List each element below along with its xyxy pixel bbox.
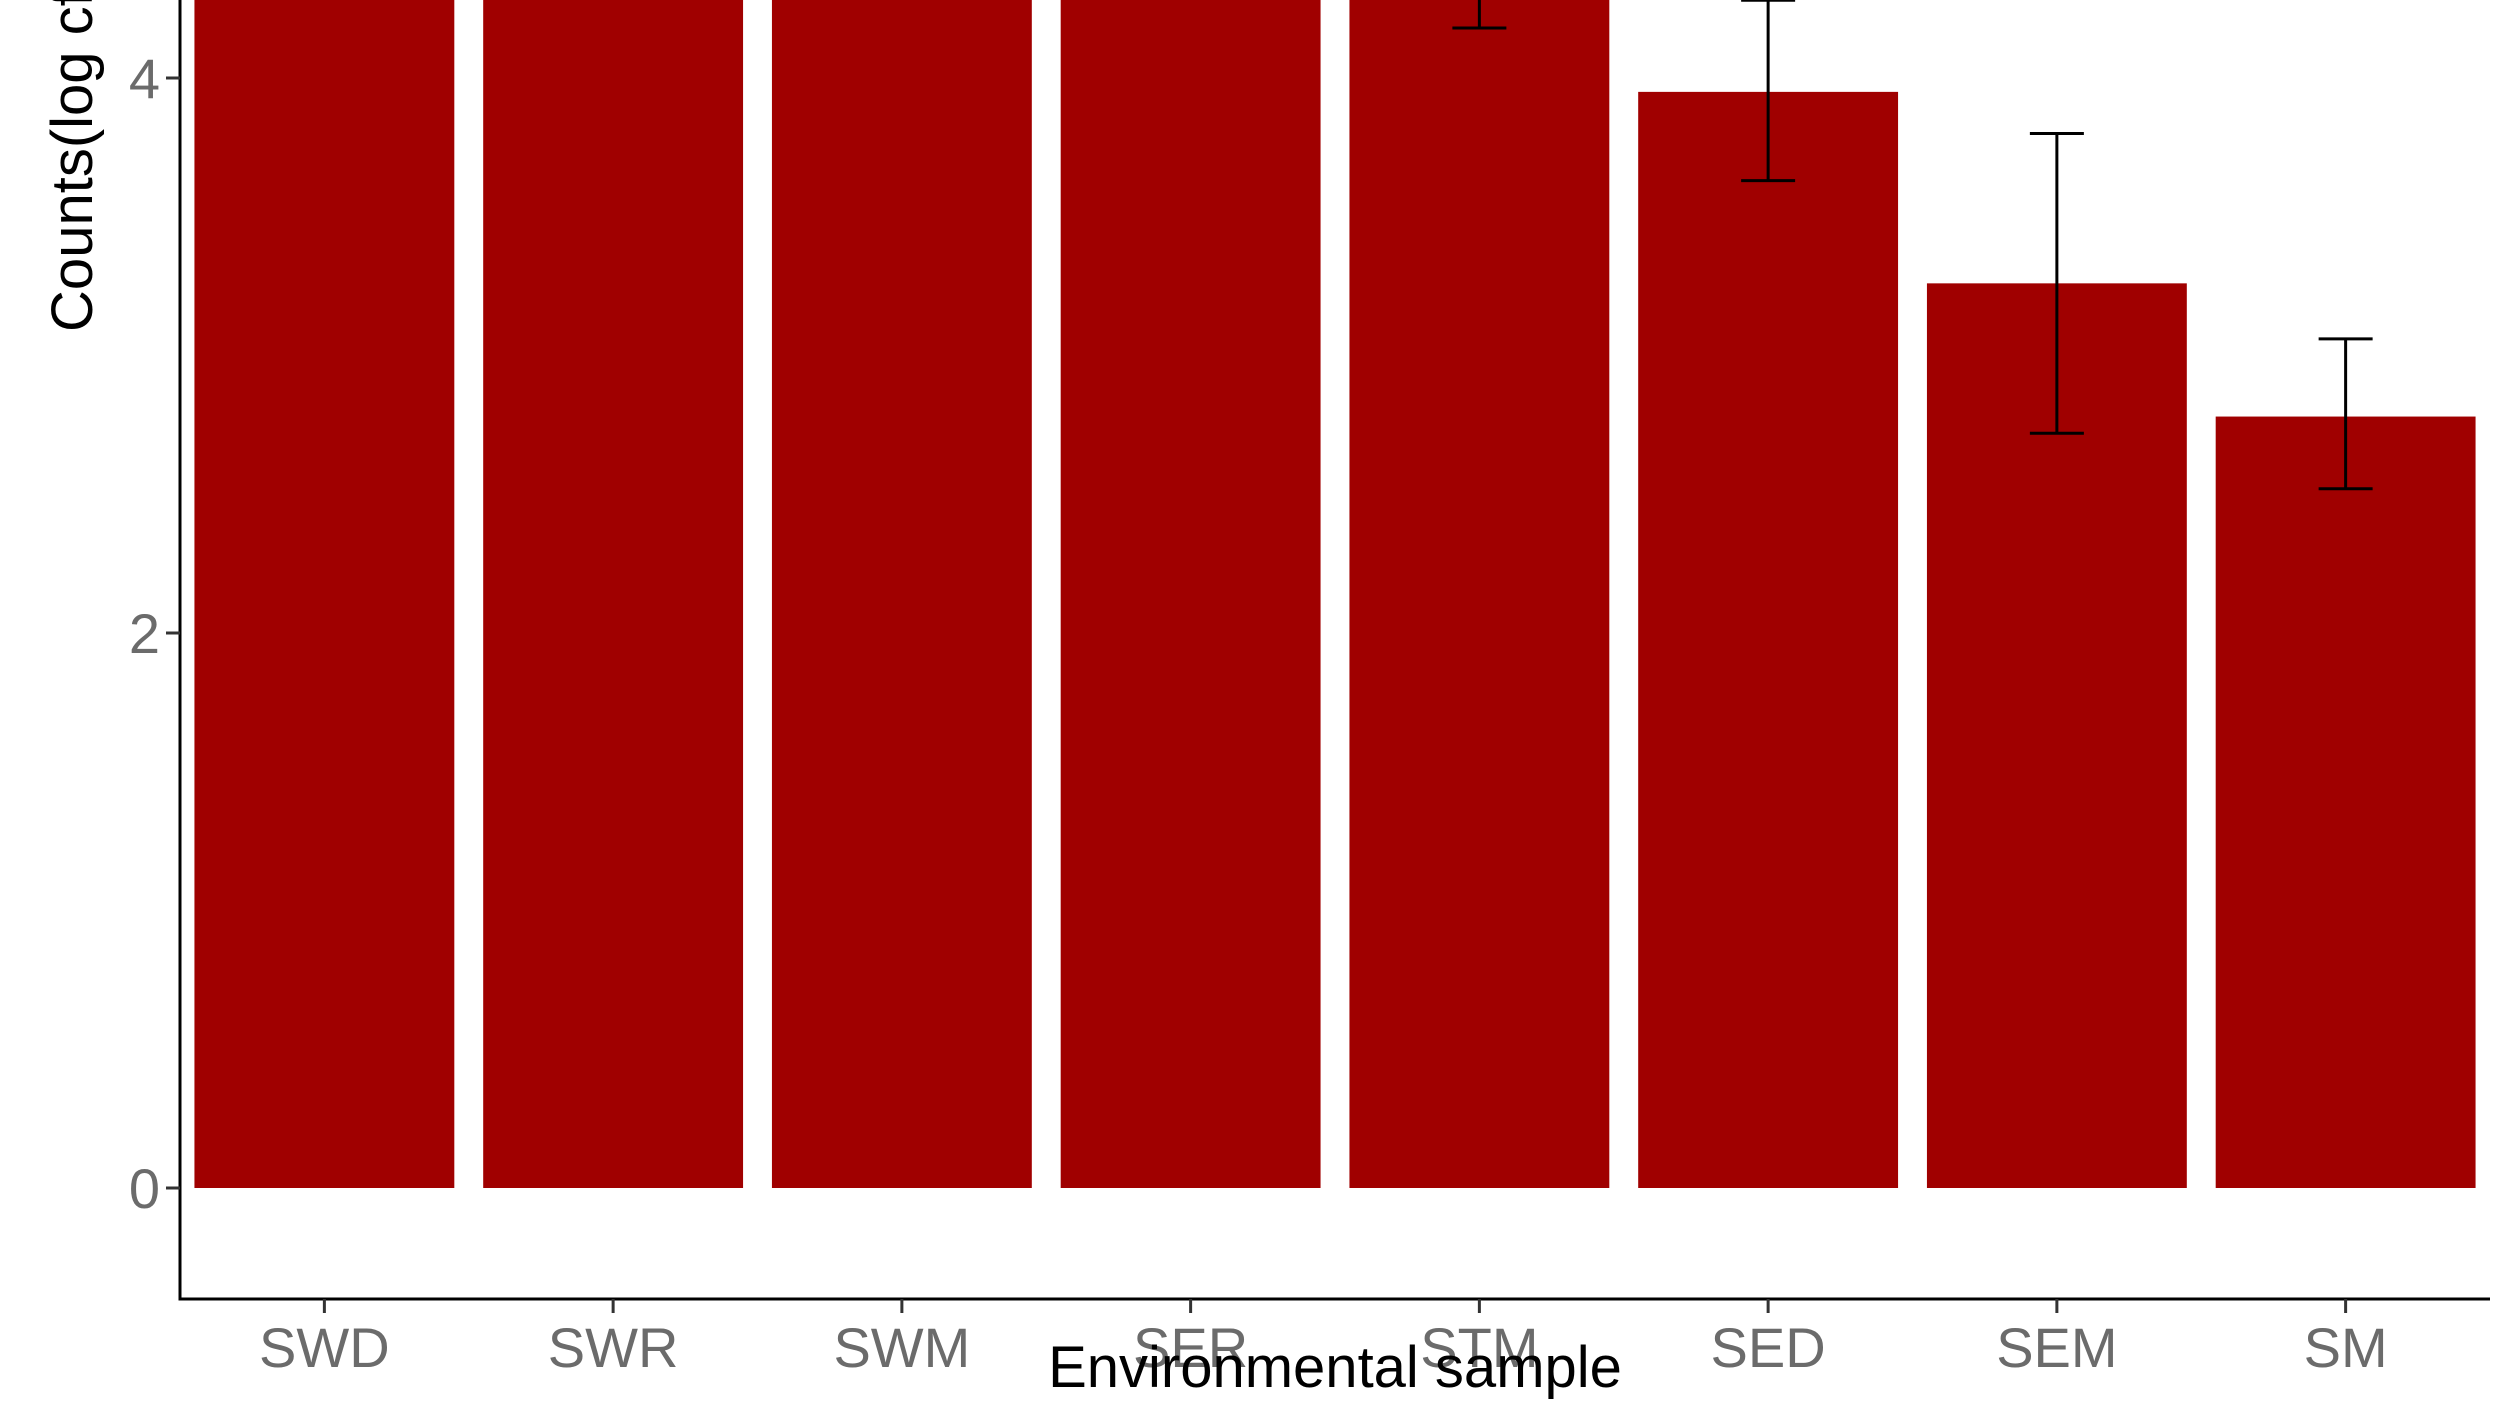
y-tick-label-0: 0 [129,1157,160,1220]
x-tick-label-swr: SWR [548,1316,679,1379]
bar-sed [1638,91,1899,1188]
y-axis-title-paren-open: ( [40,129,105,148]
x-tick-label-swd: SWD [259,1316,390,1379]
bar-stm [1349,0,1610,1188]
y-axis-title-prefix: Counts [40,148,105,332]
error-bar-sm [2318,337,2373,491]
bar-swm [771,0,1032,1188]
bar-swd [194,0,455,1188]
error-bars-layer [1452,0,2373,491]
x-tick-label-sed: SED [1711,1316,1826,1379]
y-axis-title: Counts(log cfu/cm2) [35,0,105,332]
x-axis-title: Environmental sample [1048,1335,1622,1400]
y-ticks-layer: 02468 [129,47,180,1220]
x-tick-label-sem: SEM [1996,1316,2117,1379]
y-tick-label-4: 4 [129,47,160,110]
x-tick-label-ser: SER [1133,1316,1248,1379]
bar-swr [483,0,744,1188]
x-tick-label-swm: SWM [833,1316,970,1379]
bar-ser [1060,0,1321,1189]
error-bar-stm [1452,0,1507,30]
x-tick-label-stm: STM [1420,1316,1538,1379]
bars-layer [194,0,2476,1189]
y-tick-label-2: 2 [129,602,160,665]
error-bar-sem [2029,132,2084,435]
error-bar-sed [1741,0,1796,183]
x-tick-label-sm: SM [2304,1316,2388,1379]
y-axis-title-unit: log cfu/cm [40,0,105,129]
bar-sm [2215,416,2476,1188]
x-ticks-layer: SWD SWR SWM SER STM SED SEM SM [259,1299,2388,1379]
